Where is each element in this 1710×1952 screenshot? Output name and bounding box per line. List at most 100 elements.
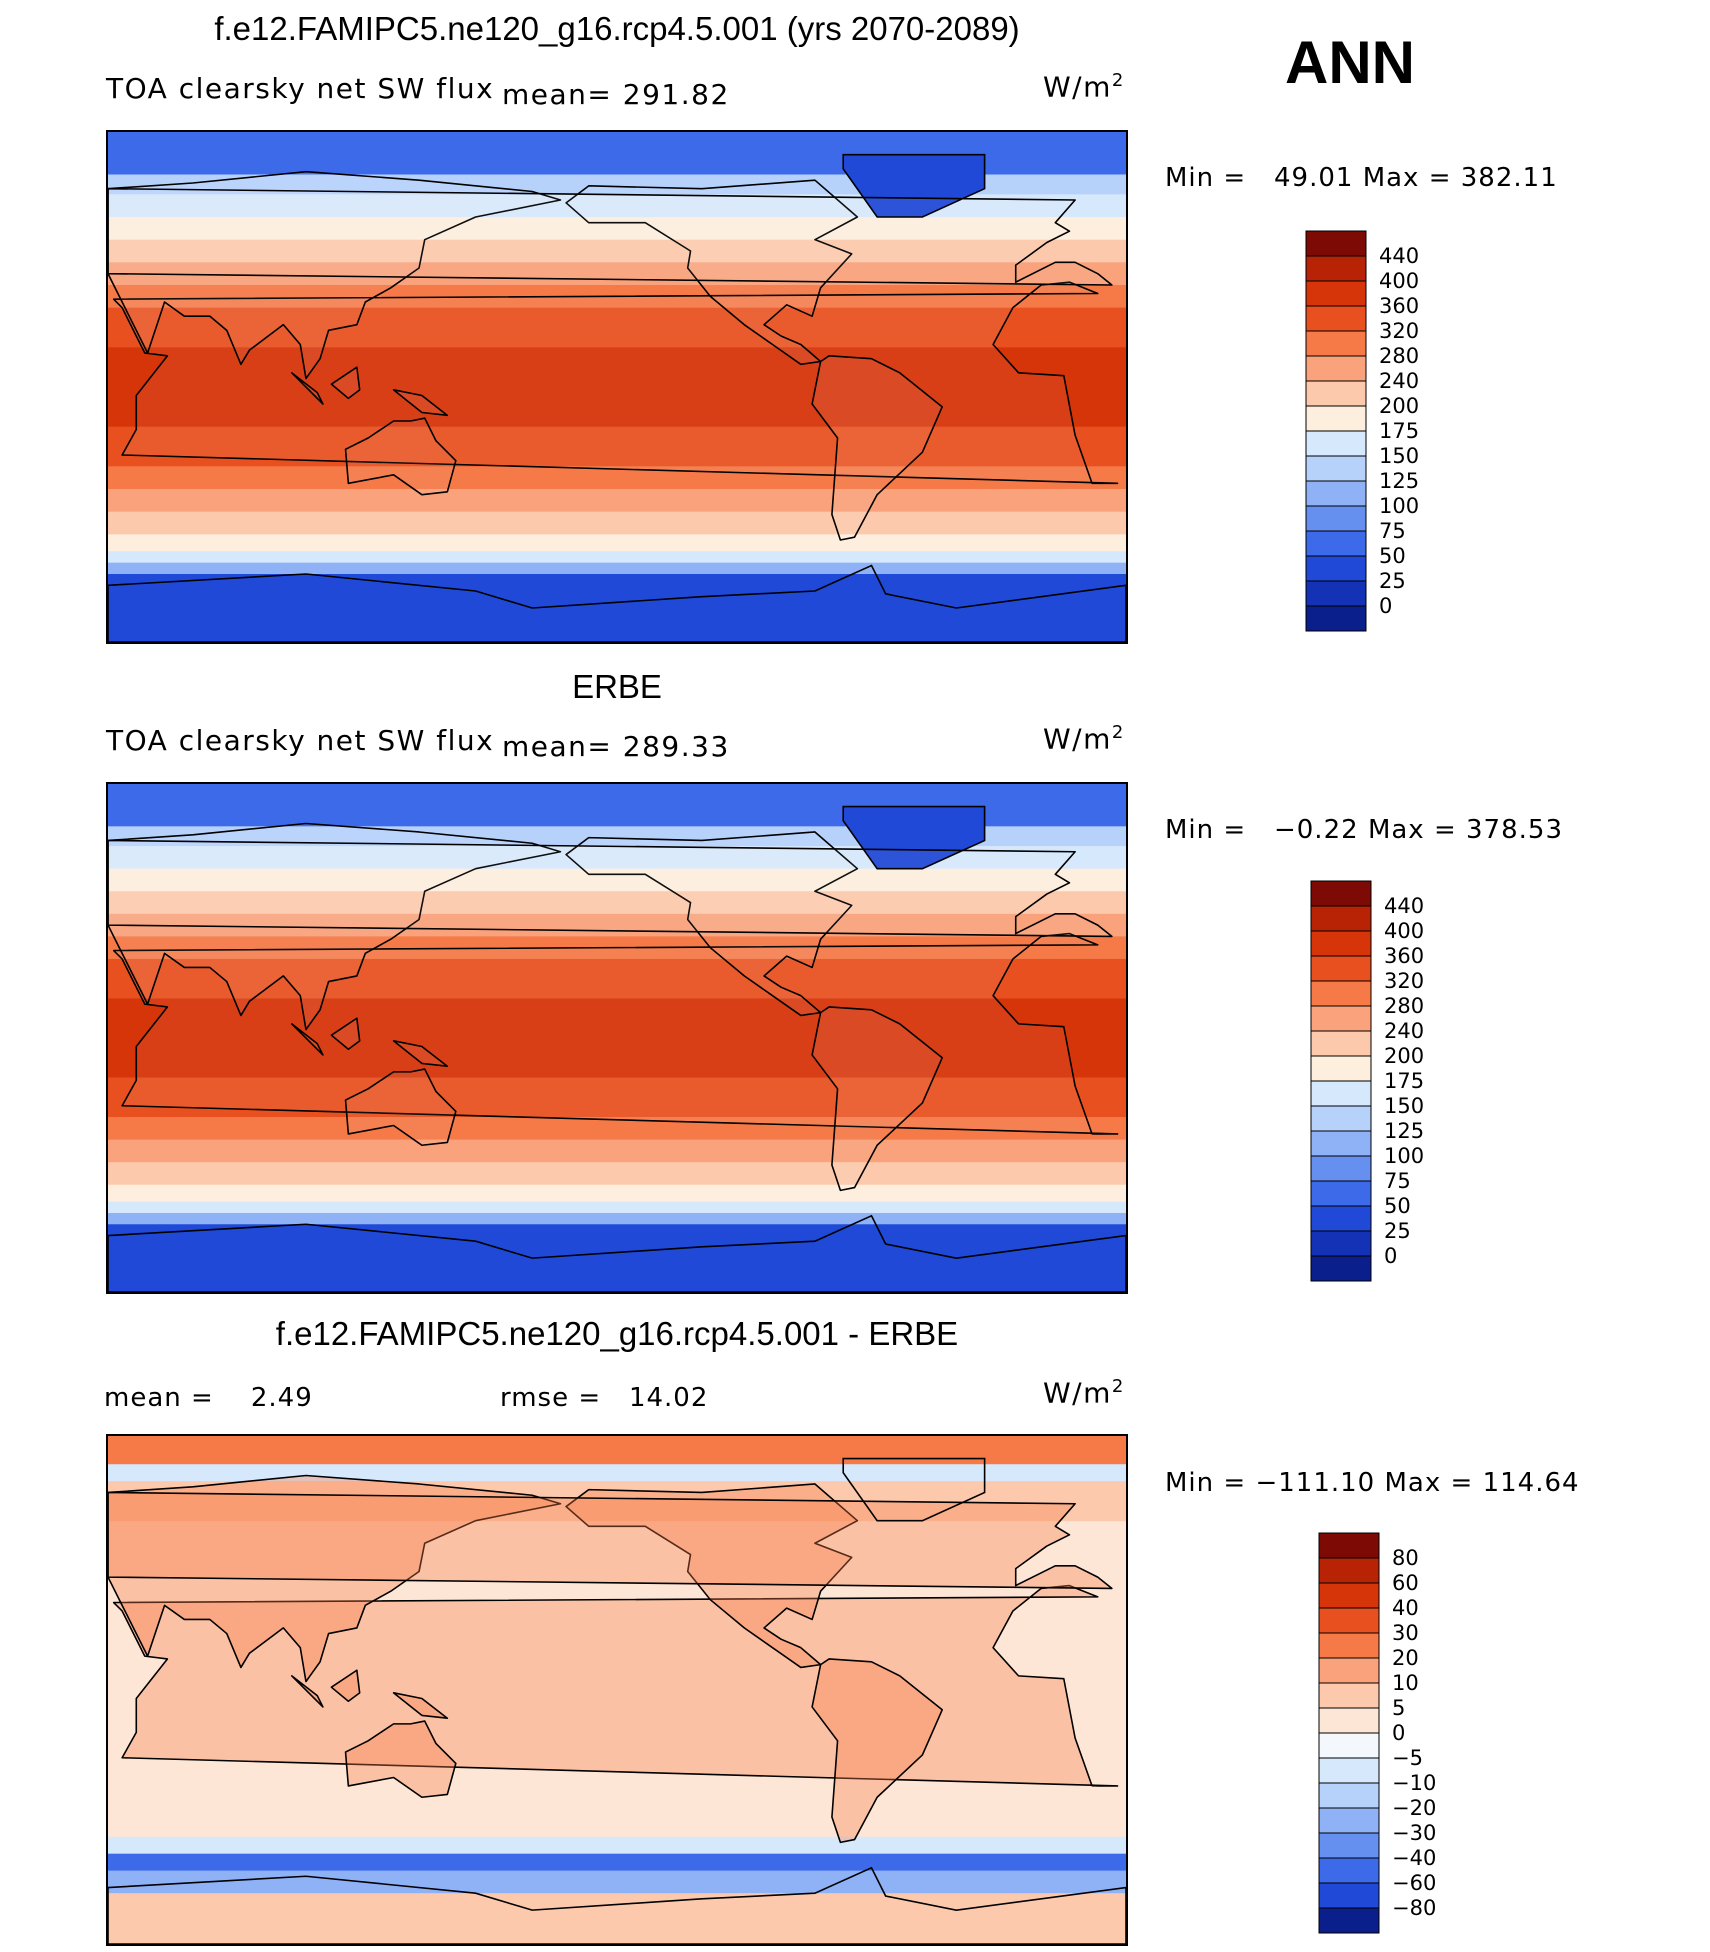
coastline — [112, 932, 1119, 1135]
colorbar-swatch — [1318, 1707, 1380, 1734]
panel1-minmax: Min = 49.01 Max = 382.11 — [1165, 163, 1558, 193]
map-band — [108, 307, 1126, 348]
colorbar-tick-label: −20 — [1392, 1796, 1436, 1820]
coastline — [108, 187, 1113, 286]
panel3-title: f.e12.FAMIPC5.ne120_g16.rcp4.5.001 - ERB… — [275, 1315, 959, 1352]
colorbar-tick-label: 240 — [1379, 369, 1419, 393]
panel2-variable: TOA clearsky net SW flux — [106, 724, 495, 757]
panel2-colorbar: 440 400 360 320 280 240 200 175 150 125 100 75 50 25 0 — [1310, 880, 1470, 1284]
colorbar-tick-label: 60 — [1392, 1571, 1419, 1595]
map-band — [108, 1836, 1126, 1855]
coastline — [565, 831, 859, 1017]
colorbar-swatch — [1318, 1782, 1380, 1809]
colorbar-swatch — [1318, 1632, 1380, 1659]
map-band — [108, 489, 1126, 513]
colorbar-swatch — [1318, 1582, 1380, 1609]
colorbar-swatch — [1305, 555, 1367, 582]
coastline — [344, 417, 457, 496]
colorbar-tick-label: 10 — [1392, 1671, 1419, 1695]
colorbar-tick-label: 30 — [1392, 1621, 1419, 1645]
colorbar-swatch — [1310, 1030, 1372, 1057]
colorbar-tick-label: 150 — [1384, 1094, 1424, 1118]
map-band — [108, 217, 1126, 241]
colorbar-tick-label: 25 — [1384, 1219, 1411, 1243]
colorbar-tick-label: 175 — [1379, 419, 1419, 443]
colorbar-swatch — [1318, 1557, 1380, 1584]
colorbar-swatch — [1305, 380, 1367, 407]
colorbar-swatch — [1318, 1807, 1380, 1834]
colorbar-swatch — [1310, 905, 1372, 932]
map-band — [108, 1481, 1126, 1522]
colorbar-swatch — [1310, 1055, 1372, 1082]
panel1-mean-label: mean= — [502, 78, 613, 111]
colorbar-tick-label: 320 — [1379, 319, 1419, 343]
colorbar-tick-label: 280 — [1379, 344, 1419, 368]
coastline-greenland — [842, 1457, 986, 1522]
colorbar-swatch — [1305, 480, 1367, 507]
map-band — [108, 1853, 1126, 1872]
coastline — [565, 179, 859, 366]
colorbar-tick-label: −60 — [1392, 1871, 1436, 1895]
coastline — [565, 1483, 859, 1669]
map-band — [108, 551, 1126, 564]
coastline — [108, 1491, 1113, 1590]
panel1-colorbar: 440 400 360 320 280 240 200 175 150 125 100 75 50 25 0 — [1305, 230, 1465, 634]
colorbar-tick-label: 5 — [1392, 1696, 1405, 1720]
colorbar-swatch — [1318, 1657, 1380, 1684]
colorbar-swatch — [1305, 505, 1367, 532]
panel3-units: W/m2 — [1043, 1376, 1125, 1410]
coastline-antarctica — [108, 1214, 1126, 1292]
colorbar-swatch — [1305, 530, 1367, 557]
coastline — [291, 372, 324, 405]
colorbar-swatch — [1305, 580, 1367, 607]
coastline — [392, 1692, 449, 1720]
colorbar-tick-label: 125 — [1379, 469, 1419, 493]
colorbar-tick-label: 50 — [1379, 544, 1406, 568]
colorbar-tick-label: −5 — [1392, 1746, 1423, 1770]
map-svg — [108, 132, 1126, 642]
colorbar-swatch — [1305, 605, 1367, 632]
colorbar-tick-label: 240 — [1384, 1019, 1424, 1043]
colorbar-swatch — [1318, 1882, 1380, 1909]
colorbar-tick-label: 100 — [1384, 1144, 1424, 1168]
map-band — [108, 1464, 1126, 1482]
coastline — [344, 1720, 457, 1799]
colorbar-swatch — [1310, 1130, 1372, 1157]
map-band — [108, 1212, 1126, 1225]
map-band — [108, 466, 1126, 490]
greenland-fill — [843, 806, 985, 869]
panel1-map — [106, 130, 1128, 644]
colorbar-swatch — [1318, 1607, 1380, 1634]
season-label: ANN — [1285, 29, 1415, 96]
colorbar-swatch — [1305, 330, 1367, 357]
coastline — [291, 1023, 324, 1056]
colorbar-tick-label: 400 — [1384, 919, 1424, 943]
colorbar-swatch — [1310, 1230, 1372, 1257]
coastline — [330, 366, 361, 400]
coastline — [108, 839, 1113, 938]
colorbar-tick-label: 50 — [1384, 1194, 1411, 1218]
map-band — [108, 1893, 1126, 1944]
colorbar-swatch — [1310, 980, 1372, 1007]
greenland-fill — [843, 154, 985, 217]
map-band — [108, 347, 1126, 428]
colorbar-swatch — [1310, 1205, 1372, 1232]
map-band — [108, 1184, 1126, 1203]
map-band — [108, 1870, 1126, 1894]
panel1-units: W/m2 — [1043, 70, 1125, 104]
colorbar-tick-label: 75 — [1384, 1169, 1411, 1193]
coastline — [344, 1068, 457, 1147]
map-band — [108, 574, 1126, 642]
colorbar-tick-label: 80 — [1392, 1546, 1419, 1570]
colorbar-swatch — [1318, 1532, 1380, 1559]
coastline — [112, 281, 1119, 485]
colorbar-tick-label: 320 — [1384, 969, 1424, 993]
colorbar-tick-label: 75 — [1379, 519, 1406, 543]
colorbar-tick-label: −10 — [1392, 1771, 1436, 1795]
map-band — [108, 534, 1126, 552]
panel3-rmse: rmse = 14.02 — [500, 1383, 709, 1413]
map-band — [108, 913, 1126, 937]
